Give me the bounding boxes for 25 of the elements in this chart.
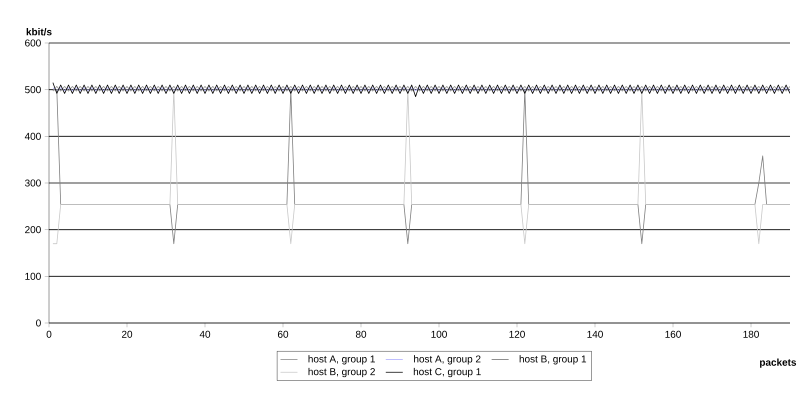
x-tick-label: 120: [509, 330, 525, 338]
y-tick-label: 300: [24, 179, 41, 187]
x-tick-label: 80: [356, 330, 366, 338]
x-tick-label: 100: [431, 330, 447, 338]
y-axis-title: kbit/s: [26, 28, 52, 36]
y-tick-label: 500: [25, 86, 41, 94]
legend-label: host B, group 1: [520, 355, 586, 364]
legend-label: host A, group 2: [414, 355, 480, 364]
y-tick-label: 200: [25, 226, 41, 234]
y-tick-label: 0: [36, 319, 41, 327]
y-tick-label: 400: [24, 132, 41, 140]
x-tick-label: 180: [743, 330, 759, 338]
legend-label: host C, group 1: [414, 368, 481, 378]
x-tick-label: 60: [278, 330, 288, 338]
x-tick-label: 0: [46, 330, 52, 338]
x-tick-label: 160: [665, 330, 681, 338]
y-tick-label: 100: [25, 272, 41, 280]
x-tick-label: 140: [587, 330, 603, 338]
legend-label: host A, group 1: [308, 355, 375, 364]
x-tick-label: 20: [122, 330, 132, 338]
x-tick-label: 40: [200, 330, 210, 338]
y-tick-label: 600: [25, 39, 41, 47]
x-axis-title: packets: [760, 358, 796, 368]
legend-label: host B, group 2: [308, 368, 375, 378]
line-series: [52, 89, 790, 244]
